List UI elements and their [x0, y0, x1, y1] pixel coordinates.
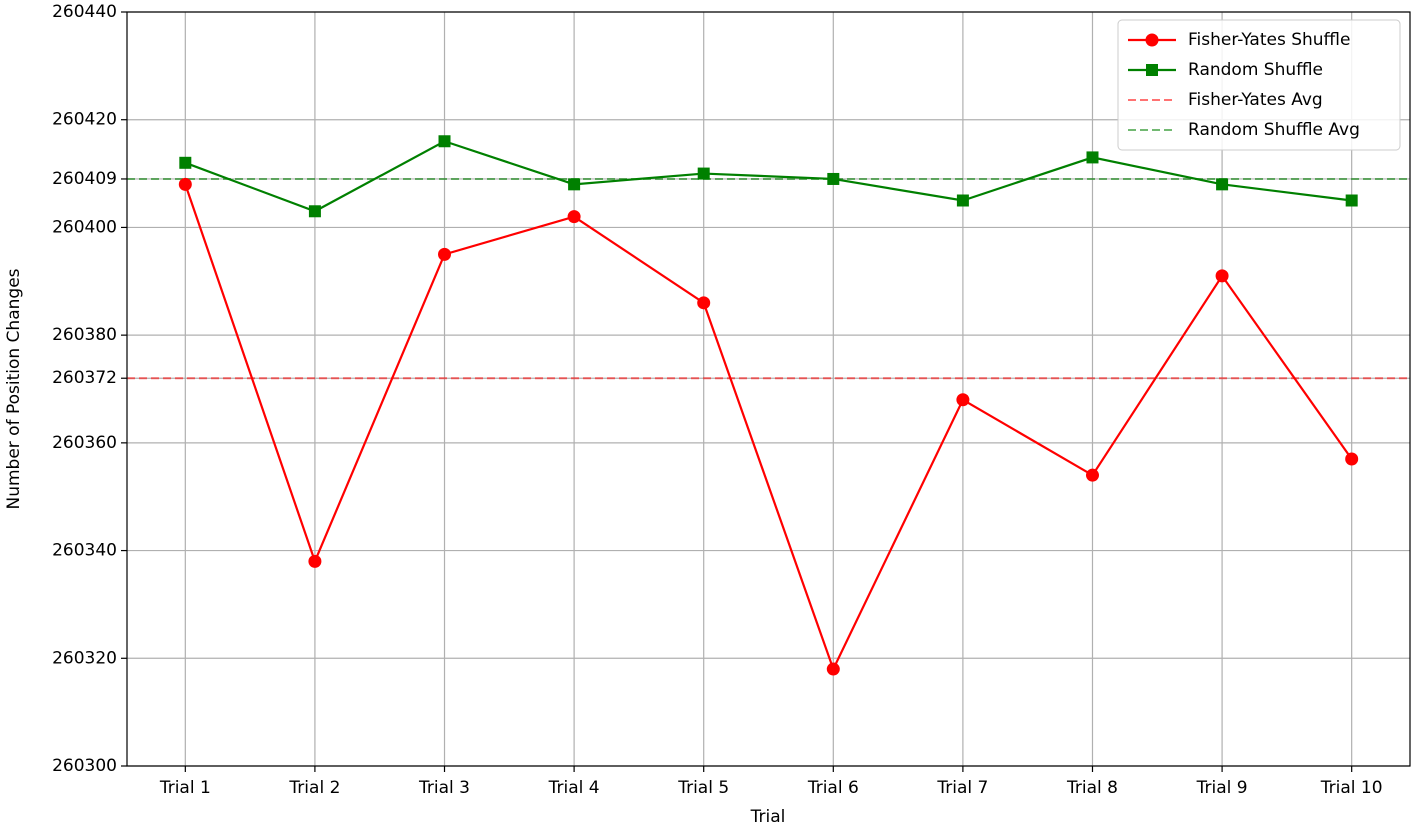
series-line — [184, 183, 1353, 672]
y-tick-label: 260420 — [52, 110, 117, 130]
x-tick-label: Trial 7 — [936, 778, 988, 798]
plot-frame — [126, 11, 1411, 767]
x-tick-label: Trial 10 — [1320, 778, 1383, 798]
y-tick-label: 260380 — [52, 325, 117, 345]
x-tick-label: Trial 9 — [1196, 778, 1248, 798]
data-point — [697, 296, 711, 310]
legend-marker — [1145, 33, 1159, 47]
y-tick-label: 260372 — [52, 368, 117, 388]
data-point — [1216, 178, 1229, 191]
y-tick-label: 260320 — [52, 648, 117, 668]
data-point — [826, 662, 840, 676]
legend-label: Random Shuffle Avg — [1188, 120, 1360, 140]
y-tick-label: 260409 — [52, 169, 117, 189]
data-point — [178, 177, 192, 191]
data-point — [1215, 269, 1229, 283]
data-point — [438, 247, 452, 261]
series-line — [184, 140, 1352, 213]
legend-label: Fisher-Yates Shuffle — [1188, 30, 1350, 50]
x-tick-label: Trial 2 — [288, 778, 340, 798]
data-point — [1345, 452, 1359, 466]
legend-label: Random Shuffle — [1188, 60, 1323, 80]
x-tick-label: Trial 6 — [807, 778, 859, 798]
x-tick-label: Trial 5 — [677, 778, 729, 798]
y-tick-label: 260440 — [52, 2, 117, 22]
data-point — [567, 210, 581, 224]
y-tick-label: 260360 — [52, 433, 117, 453]
y-axis-label: Number of Position Changes — [4, 268, 24, 509]
x-tick-label: Trial 8 — [1066, 778, 1118, 798]
y-tick-label: 260340 — [52, 541, 117, 561]
data-point — [308, 205, 321, 218]
data-point — [1086, 151, 1099, 164]
x-tick-label: Trial 3 — [418, 778, 470, 798]
x-tick-label: Trial 4 — [548, 778, 600, 798]
data-point — [179, 156, 192, 169]
data-point — [956, 194, 969, 207]
x-tick-label: Trial 1 — [159, 778, 211, 798]
legend-marker — [1146, 64, 1158, 76]
data-point — [1345, 194, 1358, 207]
y-tick-label: 260300 — [52, 756, 117, 776]
x-axis-label: Trial — [750, 807, 786, 827]
data-point — [697, 167, 710, 180]
data-point — [1085, 468, 1099, 482]
y-tick-label: 260400 — [52, 217, 117, 237]
data-point — [438, 135, 451, 148]
legend-label: Fisher-Yates Avg — [1188, 90, 1323, 110]
data-point — [308, 554, 322, 568]
legend-box — [1117, 19, 1401, 151]
data-point — [827, 172, 840, 185]
data-point — [956, 393, 970, 407]
data-point — [568, 178, 581, 191]
